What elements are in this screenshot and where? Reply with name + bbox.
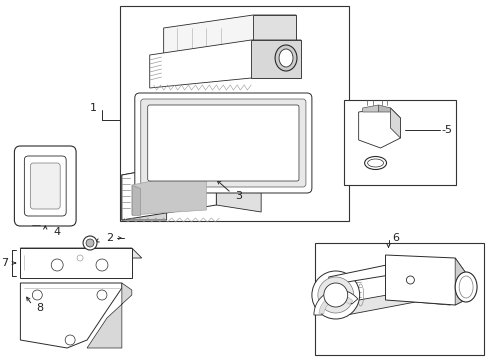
Circle shape [317, 277, 353, 313]
Polygon shape [20, 283, 122, 348]
Bar [314, 243, 483, 355]
Circle shape [83, 236, 97, 250]
Polygon shape [358, 108, 400, 148]
Polygon shape [132, 185, 140, 215]
Circle shape [97, 290, 107, 300]
Bar [120, 6, 348, 221]
Polygon shape [385, 255, 464, 305]
Ellipse shape [275, 45, 296, 71]
Wedge shape [318, 295, 352, 314]
Wedge shape [313, 290, 357, 315]
Polygon shape [454, 258, 464, 305]
Polygon shape [132, 170, 206, 215]
Text: 7: 7 [1, 258, 8, 268]
Polygon shape [251, 40, 300, 78]
Ellipse shape [454, 272, 476, 302]
Circle shape [86, 239, 94, 247]
Ellipse shape [364, 157, 386, 170]
Ellipse shape [367, 159, 383, 167]
Polygon shape [163, 15, 295, 58]
Text: 4: 4 [54, 227, 61, 237]
Circle shape [32, 290, 42, 300]
Text: 3: 3 [234, 191, 241, 201]
Text: -5: -5 [441, 125, 452, 135]
Polygon shape [378, 105, 390, 112]
Ellipse shape [458, 276, 472, 298]
FancyBboxPatch shape [14, 146, 76, 226]
FancyBboxPatch shape [24, 156, 66, 216]
Circle shape [51, 259, 63, 271]
Polygon shape [20, 248, 142, 258]
Polygon shape [122, 175, 166, 220]
Polygon shape [122, 158, 261, 182]
Circle shape [65, 335, 75, 345]
Polygon shape [390, 108, 400, 138]
Polygon shape [87, 283, 132, 348]
Polygon shape [328, 258, 459, 285]
Polygon shape [362, 105, 378, 112]
Text: 6: 6 [391, 233, 398, 243]
Ellipse shape [279, 49, 292, 67]
Circle shape [311, 271, 359, 319]
FancyBboxPatch shape [147, 105, 298, 181]
Text: 8: 8 [37, 303, 44, 313]
Polygon shape [216, 158, 261, 212]
Circle shape [96, 259, 108, 271]
FancyBboxPatch shape [30, 163, 60, 209]
Circle shape [323, 283, 347, 307]
Circle shape [77, 255, 83, 261]
Polygon shape [253, 15, 295, 48]
Polygon shape [122, 158, 216, 220]
Polygon shape [330, 290, 449, 318]
Circle shape [406, 276, 413, 284]
FancyBboxPatch shape [135, 93, 311, 193]
Text: 2: 2 [106, 233, 113, 243]
Polygon shape [149, 40, 300, 88]
FancyBboxPatch shape [141, 99, 305, 187]
Text: 1: 1 [90, 103, 97, 113]
Bar [343, 100, 455, 185]
Polygon shape [20, 248, 132, 278]
